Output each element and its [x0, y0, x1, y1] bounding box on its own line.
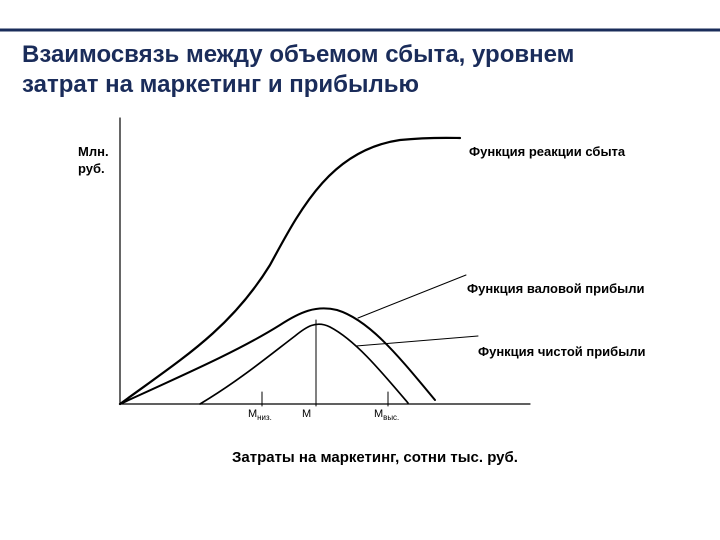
- x-axis-label-text: Затраты на маркетинг, сотни тыс. руб.: [232, 449, 518, 466]
- gross-profit-function-label-text: Функция валовой прибыли: [467, 281, 644, 296]
- y-axis-label-text: Млн. руб.: [78, 144, 109, 175]
- title-text: Взаимосвязь между объемом сбыта, уровнем…: [22, 41, 574, 98]
- net-profit-function-label-text: Функция чистой прибыли: [478, 344, 646, 359]
- net-profit-function-label: Функция чистой прибыли: [478, 328, 708, 361]
- sales-function-label-text: Функция реакции сбыта: [469, 144, 625, 159]
- gross-profit-function-label: Функция валовой прибыли: [467, 265, 697, 298]
- xtick-high: Мвыс.: [374, 408, 399, 422]
- xtick-mid: М: [302, 408, 311, 420]
- sales-function-label: Функция реакции сбыта: [469, 128, 659, 161]
- page-title: Взаимосвязь между объемом сбыта, уровнем…: [22, 10, 582, 100]
- xtick-low: Мниз.: [248, 408, 272, 422]
- x-axis-label: Затраты на маркетинг, сотни тыс. руб.: [232, 430, 552, 468]
- y-axis-label: Млн. руб.: [78, 128, 112, 177]
